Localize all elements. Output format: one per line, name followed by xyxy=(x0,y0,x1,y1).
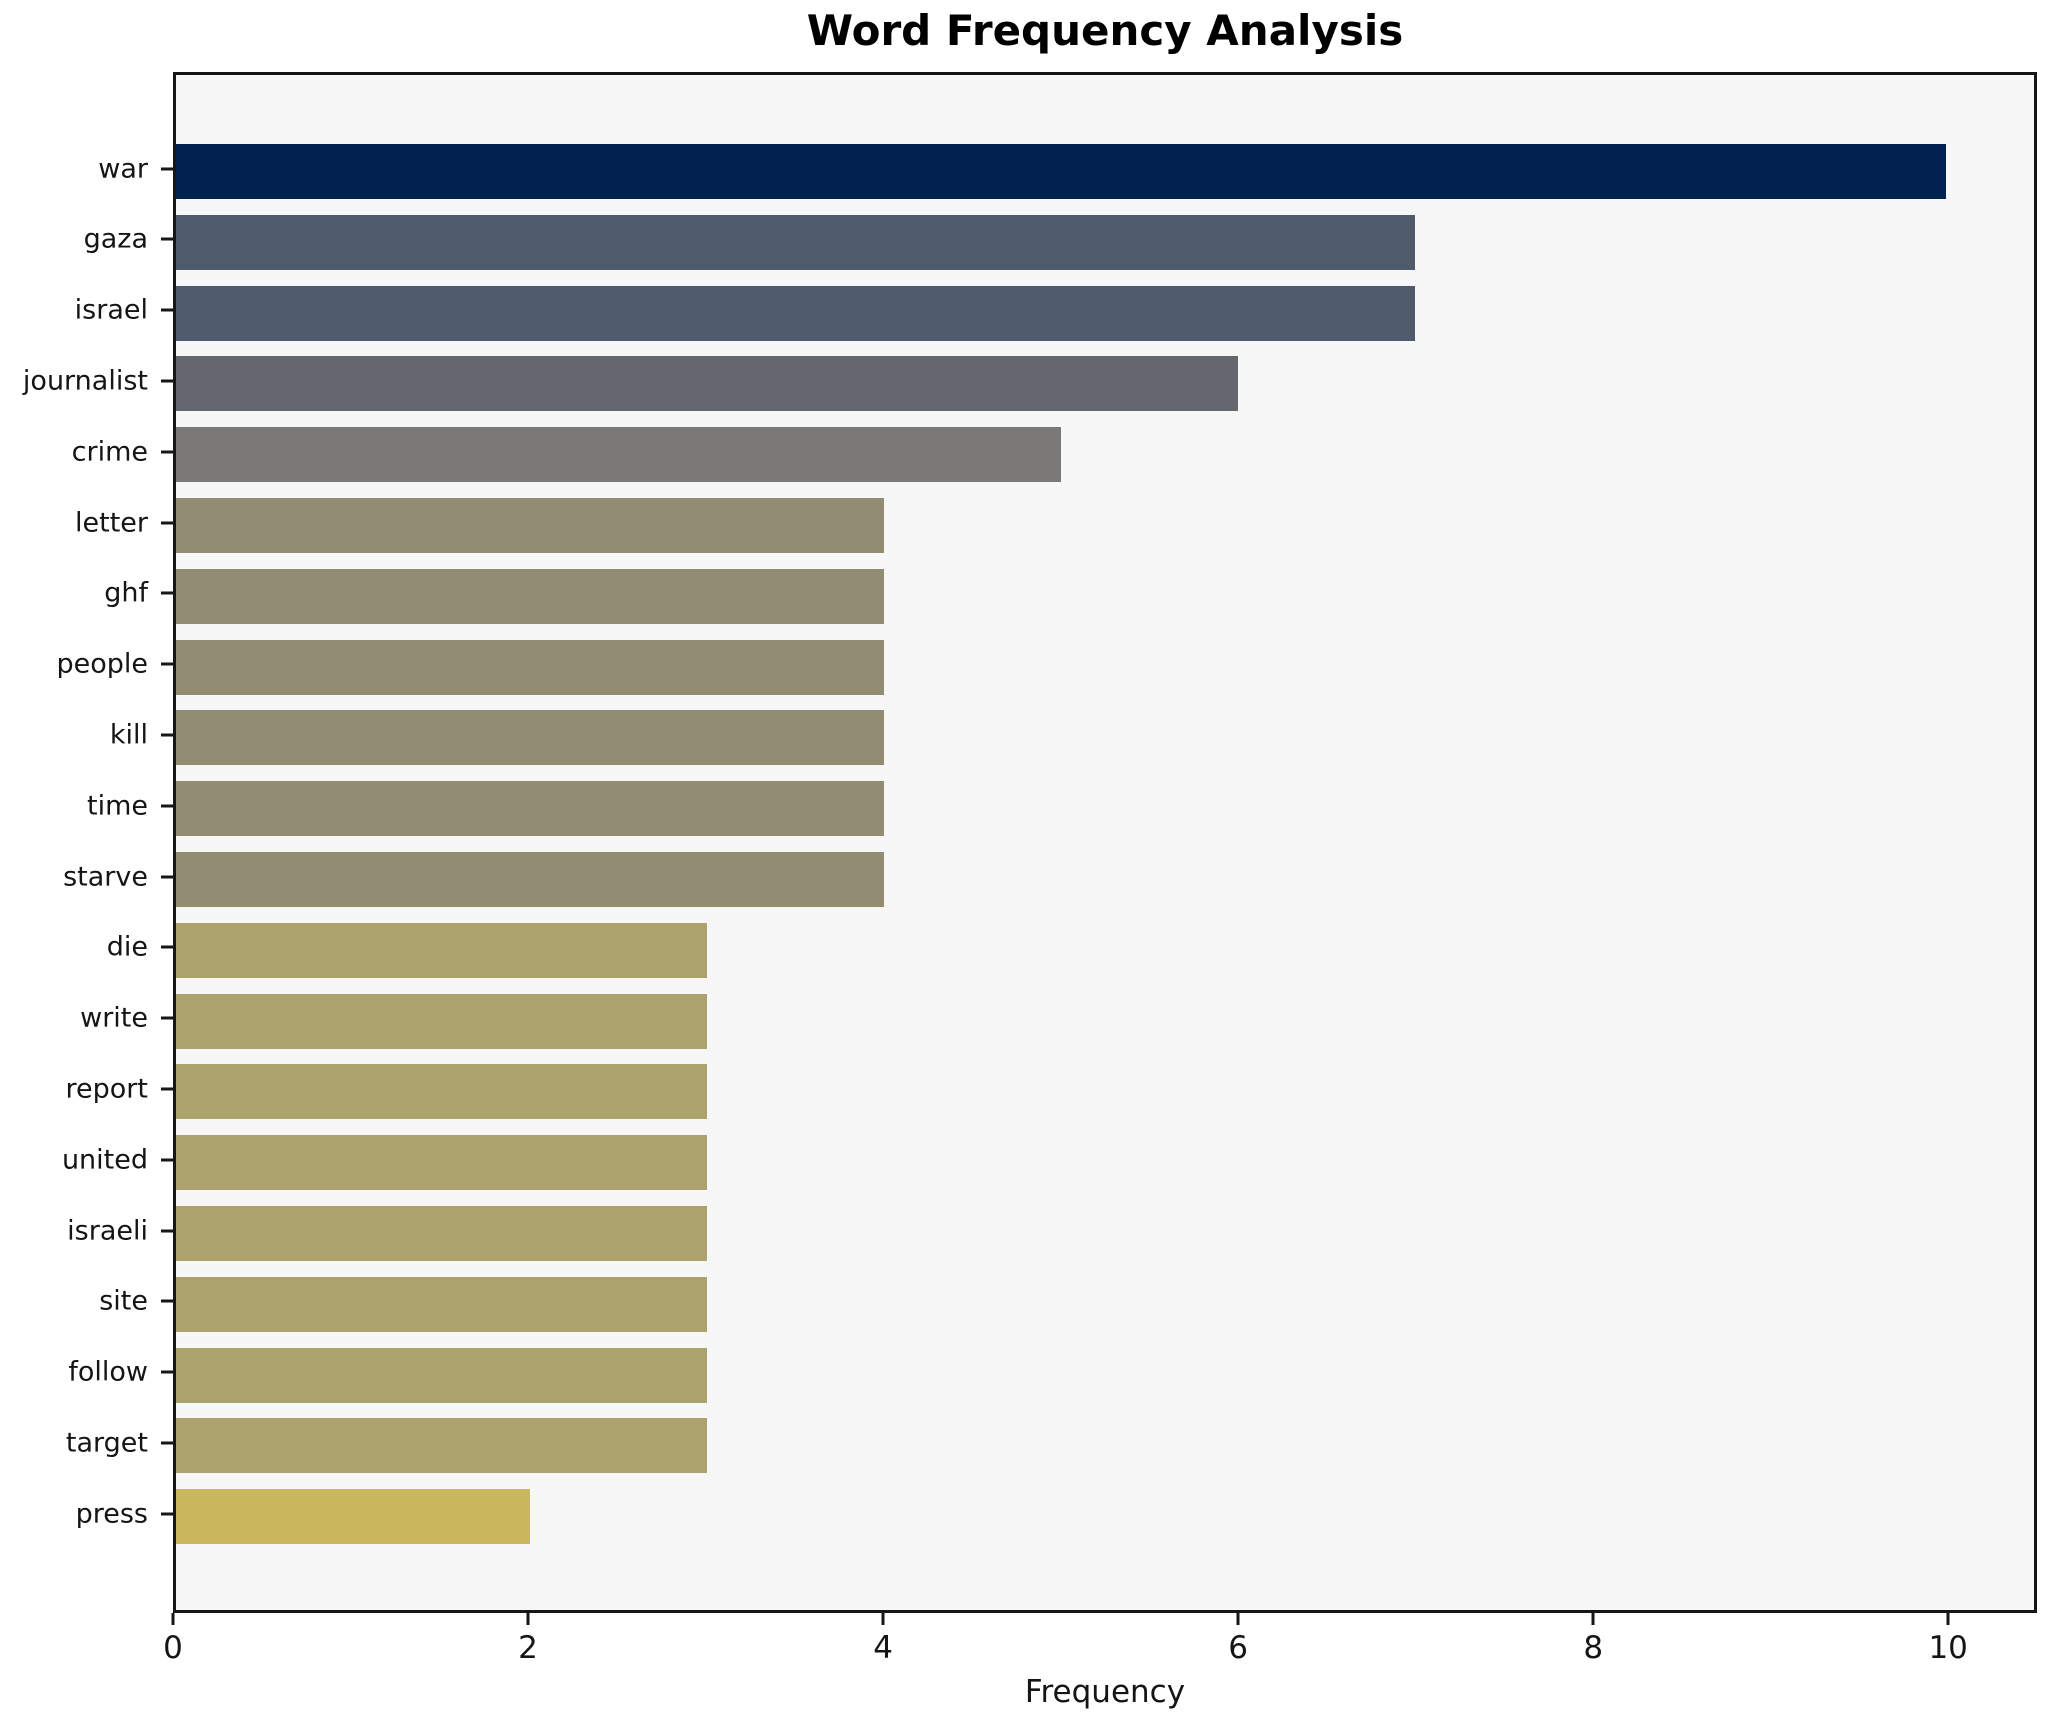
y-tick-mark xyxy=(161,167,173,170)
y-tick-mark xyxy=(161,591,173,595)
bar-israeli xyxy=(176,1206,707,1261)
y-axis-label-journalist: journalist xyxy=(22,365,148,397)
x-tick-mark xyxy=(1236,1613,1240,1625)
y-tick-mark xyxy=(161,945,173,949)
bar-target xyxy=(176,1418,707,1474)
y-axis-label-ghf: ghf xyxy=(104,577,148,609)
x-tick-mark xyxy=(881,1613,885,1625)
y-tick-mark xyxy=(161,1016,173,1020)
y-tick-mark xyxy=(161,662,173,666)
y-tick-mark xyxy=(161,1512,173,1516)
y-tick-mark xyxy=(161,450,173,454)
x-tick-mark xyxy=(1591,1613,1595,1625)
bar-write xyxy=(176,993,707,1049)
y-tick-mark xyxy=(161,1229,173,1232)
y-tick-mark xyxy=(161,379,173,383)
bar-gaza xyxy=(176,214,1415,270)
bar-follow xyxy=(176,1347,707,1403)
bar-site xyxy=(176,1276,707,1332)
y-axis-label-israel: israel xyxy=(74,294,148,326)
x-tick-label-0: 0 xyxy=(163,1630,183,1666)
y-axis-label-united: united xyxy=(61,1144,148,1176)
bar-israel xyxy=(176,285,1415,341)
bar-press xyxy=(176,1489,530,1545)
y-axis-label-starve: starve xyxy=(63,861,148,892)
y-axis-label-target: target xyxy=(65,1427,148,1459)
y-tick-mark xyxy=(161,308,173,312)
y-tick-mark xyxy=(161,1158,173,1162)
y-axis-label-gaza: gaza xyxy=(83,223,148,255)
bar-letter xyxy=(176,498,884,553)
bar-kill xyxy=(176,710,884,766)
x-axis-label: Frequency xyxy=(1024,1674,1186,1710)
x-tick-label-10: 10 xyxy=(1928,1630,1968,1666)
x-tick-mark xyxy=(171,1613,175,1625)
bar-united xyxy=(176,1135,707,1191)
y-axis-label-follow: follow xyxy=(68,1356,148,1388)
bar-journalist xyxy=(176,356,1238,412)
y-axis-label-war: war xyxy=(98,153,148,184)
y-tick-mark xyxy=(161,1299,173,1303)
bar-starve xyxy=(176,852,884,907)
y-axis-label-write: write xyxy=(80,1002,148,1034)
y-axis-label-kill: kill xyxy=(109,719,148,751)
y-tick-mark xyxy=(161,521,173,524)
y-tick-mark xyxy=(161,733,173,737)
y-axis-label-report: report xyxy=(65,1073,148,1105)
bar-ghf xyxy=(176,568,884,624)
x-tick-label-8: 8 xyxy=(1583,1630,1604,1666)
y-tick-mark xyxy=(161,804,173,808)
x-tick-mark xyxy=(1946,1613,1950,1625)
bar-report xyxy=(176,1064,707,1120)
bar-time xyxy=(176,781,884,837)
y-axis-label-israeli: israeli xyxy=(67,1215,148,1246)
y-tick-mark xyxy=(161,1087,173,1091)
plot-area xyxy=(173,72,2037,1613)
x-tick-label-2: 2 xyxy=(518,1630,538,1666)
y-tick-mark xyxy=(161,1370,173,1374)
y-axis-label-die: die xyxy=(106,931,148,963)
y-axis-label-letter: letter xyxy=(75,507,148,538)
y-axis-label-time: time xyxy=(86,790,148,822)
y-tick-mark xyxy=(161,237,173,241)
x-tick-mark xyxy=(526,1613,530,1625)
y-axis-label-people: people xyxy=(56,648,148,680)
y-tick-mark xyxy=(161,1441,173,1445)
bar-die xyxy=(176,922,707,978)
x-tick-label-4: 4 xyxy=(873,1630,893,1666)
x-tick-label-6: 6 xyxy=(1228,1630,1248,1666)
bar-war xyxy=(176,144,1946,199)
bar-crime xyxy=(176,427,1061,483)
y-axis-label-site: site xyxy=(99,1285,148,1317)
y-axis-label-crime: crime xyxy=(71,436,148,468)
y-tick-mark xyxy=(161,875,173,878)
bar-people xyxy=(176,639,884,695)
y-axis-label-press: press xyxy=(75,1498,148,1530)
chart-title: Word Frequency Analysis xyxy=(806,6,1404,55)
